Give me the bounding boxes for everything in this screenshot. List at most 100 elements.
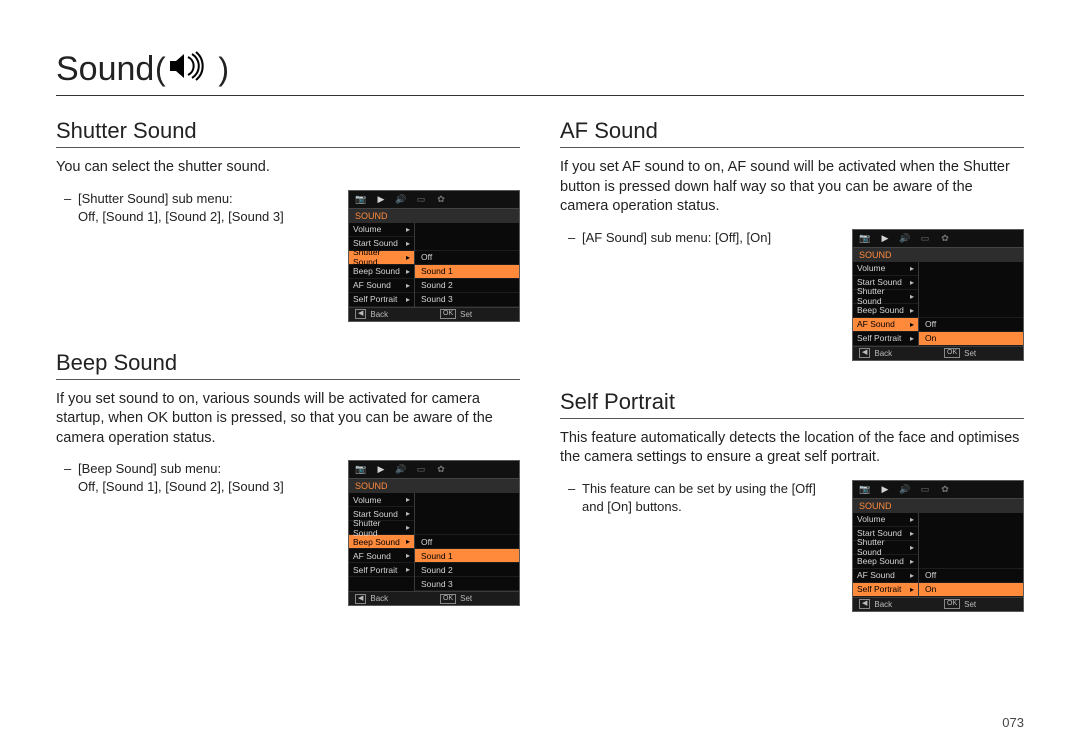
settings-icon: ✿ — [433, 193, 449, 205]
display-icon: ▭ — [917, 232, 933, 244]
section-title-self: Self Portrait — [560, 389, 1024, 419]
display-icon: ▭ — [413, 193, 429, 205]
lcd-screenshot-beep: 📷 ▶ 🔊 ▭ ✿ SOUND Volume▸ Start Sound▸ Shu… — [348, 460, 520, 606]
lcd-tab-bar: 📷 ▶ 🔊 ▭ ✿ — [853, 230, 1023, 248]
option-off: Off — [919, 569, 1023, 583]
lcd-header: SOUND — [853, 499, 1023, 513]
menu-item-self-portrait: Self Portrait▸ — [349, 293, 414, 307]
footer-back: ◀Back — [349, 309, 434, 319]
submenu-text-beep: [Beep Sound] sub menu: Off, [Sound 1], [… — [56, 460, 330, 606]
page-title-text: Sound — [56, 50, 154, 89]
footer-set: OKSet — [938, 599, 1023, 609]
option-sound3: Sound 3 — [415, 293, 519, 307]
section-desc-shutter: You can select the shutter sound. — [56, 158, 520, 178]
speaker-icon — [168, 51, 214, 88]
sound-tab-icon: 🔊 — [393, 193, 409, 205]
camera-icon: 📷 — [857, 232, 873, 244]
option-sound3: Sound 3 — [415, 577, 519, 591]
display-icon: ▭ — [917, 483, 933, 495]
lcd-tab-bar: 📷 ▶ 🔊 ▭ ✿ — [349, 461, 519, 479]
option-sound1: Sound 1 — [415, 265, 519, 279]
left-column: Shutter Sound You can select the shutter… — [56, 114, 520, 640]
camera-icon: 📷 — [857, 483, 873, 495]
menu-item-volume: Volume▸ — [853, 513, 918, 527]
menu-item-shutter-sound: Shutter Sound▸ — [853, 541, 918, 555]
lcd-options-right: Off Sound 1 Sound 2 Sound 3 — [415, 493, 519, 591]
lcd-header: SOUND — [349, 209, 519, 223]
option-spacer — [919, 262, 1023, 318]
submenu-text-af: [AF Sound] sub menu: [Off], [On] — [560, 229, 834, 361]
display-icon: ▭ — [413, 464, 429, 476]
menu-item-af-sound: AF Sound▸ — [853, 569, 918, 583]
camera-icon: 📷 — [353, 464, 369, 476]
option-spacer — [415, 493, 519, 535]
menu-item-volume: Volume▸ — [349, 223, 414, 237]
menu-item-af-sound: AF Sound▸ — [349, 279, 414, 293]
footer-set: OKSet — [938, 348, 1023, 358]
section-desc-beep: If you set sound to on, various sounds w… — [56, 390, 520, 449]
footer-back: ◀Back — [853, 348, 938, 358]
settings-icon: ✿ — [433, 464, 449, 476]
settings-icon: ✿ — [937, 232, 953, 244]
footer-back: ◀Back — [853, 599, 938, 609]
menu-item-self-portrait: Self Portrait▸ — [853, 583, 918, 597]
menu-item-af-sound: AF Sound▸ — [853, 318, 918, 332]
option-off: Off — [919, 318, 1023, 332]
lcd-menu-left: Volume▸ Start Sound▸ Shutter Sound▸ Beep… — [853, 262, 919, 346]
paren-right: ) — [218, 51, 229, 88]
menu-item-self-portrait: Self Portrait▸ — [853, 332, 918, 346]
menu-item-shutter-sound: Shutter Sound▸ — [349, 251, 414, 265]
lcd-menu-left: Volume▸ Start Sound▸ Shutter Sound▸ Beep… — [853, 513, 919, 597]
menu-item-shutter-sound: Shutter Sound▸ — [853, 290, 918, 304]
footer-set: OKSet — [434, 309, 519, 319]
lcd-footer: ◀Back OKSet — [853, 346, 1023, 360]
submenu-text-shutter: [Shutter Sound] sub menu: Off, [Sound 1]… — [56, 190, 330, 322]
option-sound2: Sound 2 — [415, 563, 519, 577]
play-icon: ▶ — [877, 483, 893, 495]
option-on: On — [919, 583, 1023, 597]
lcd-screenshot-af: 📷 ▶ 🔊 ▭ ✿ SOUND Volume▸ Start Sound▸ Shu… — [852, 229, 1024, 361]
lcd-header: SOUND — [349, 479, 519, 493]
lcd-options-right: Off On — [919, 262, 1023, 346]
section-title-af: AF Sound — [560, 118, 1024, 148]
menu-item-volume: Volume▸ — [349, 493, 414, 507]
option-spacer — [415, 223, 519, 251]
play-icon: ▶ — [877, 232, 893, 244]
lcd-footer: ◀Back OKSet — [349, 591, 519, 605]
page-title: Sound ) ( — [56, 50, 1024, 96]
sound-tab-icon: 🔊 — [897, 232, 913, 244]
lcd-options-right: Off Sound 1 Sound 2 Sound 3 — [415, 223, 519, 307]
section-title-shutter: Shutter Sound — [56, 118, 520, 148]
option-off: Off — [415, 251, 519, 265]
lcd-tab-bar: 📷 ▶ 🔊 ▭ ✿ — [349, 191, 519, 209]
option-on: On — [919, 332, 1023, 346]
submenu-text-self: This feature can be set by using the [Of… — [560, 480, 834, 612]
paren-left: ( — [155, 51, 166, 88]
menu-item-shutter-sound: Shutter Sound▸ — [349, 521, 414, 535]
sound-tab-icon: 🔊 — [393, 464, 409, 476]
option-sound1: Sound 1 — [415, 549, 519, 563]
option-off: Off — [415, 535, 519, 549]
lcd-header: SOUND — [853, 248, 1023, 262]
menu-item-volume: Volume▸ — [853, 262, 918, 276]
section-desc-self: This feature automatically detects the l… — [560, 429, 1024, 468]
section-title-beep: Beep Sound — [56, 350, 520, 380]
lcd-menu-left: Volume▸ Start Sound▸ Shutter Sound▸ Beep… — [349, 493, 415, 591]
lcd-screenshot-shutter: 📷 ▶ 🔊 ▭ ✿ SOUND Volume▸ Start Sound▸ Shu… — [348, 190, 520, 322]
sound-tab-icon: 🔊 — [897, 483, 913, 495]
section-desc-af: If you set AF sound to on, AF sound will… — [560, 158, 1024, 217]
lcd-footer: ◀Back OKSet — [349, 307, 519, 321]
play-icon: ▶ — [373, 464, 389, 476]
lcd-screenshot-self: 📷 ▶ 🔊 ▭ ✿ SOUND Volume▸ Start Sound▸ Shu… — [852, 480, 1024, 612]
option-spacer — [919, 513, 1023, 569]
menu-item-af-sound: AF Sound▸ — [349, 549, 414, 563]
footer-set: OKSet — [434, 594, 519, 604]
page-number: 073 — [1002, 715, 1024, 730]
settings-icon: ✿ — [937, 483, 953, 495]
right-column: AF Sound If you set AF sound to on, AF s… — [560, 114, 1024, 640]
play-icon: ▶ — [373, 193, 389, 205]
option-sound2: Sound 2 — [415, 279, 519, 293]
lcd-options-right: Off On — [919, 513, 1023, 597]
lcd-footer: ◀Back OKSet — [853, 597, 1023, 611]
lcd-menu-left: Volume▸ Start Sound▸ Shutter Sound▸ Beep… — [349, 223, 415, 307]
